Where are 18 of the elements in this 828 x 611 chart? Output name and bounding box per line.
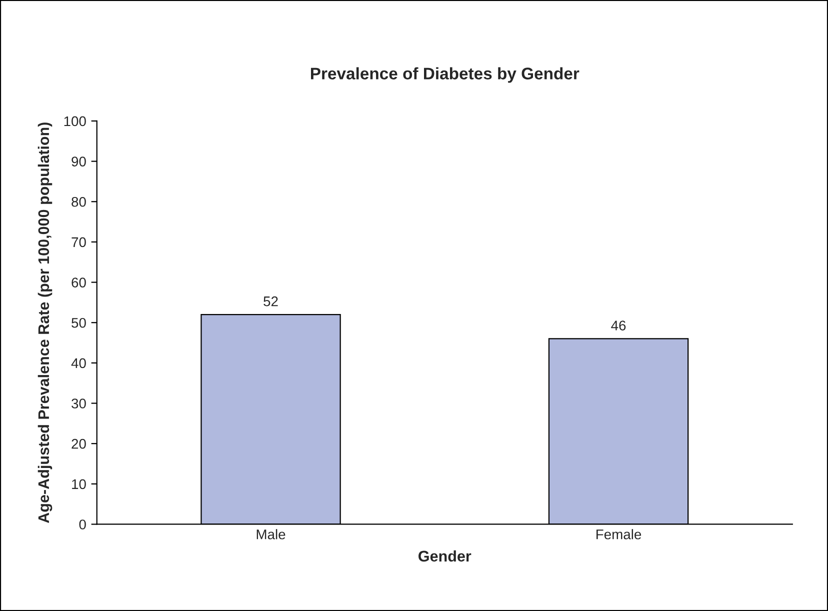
data-label: 52 bbox=[264, 296, 278, 306]
y-tick-label: 50 bbox=[72, 318, 86, 328]
y-tick-label: 30 bbox=[72, 398, 86, 408]
y-tick-label: 70 bbox=[72, 237, 86, 248]
y-tick-label: 100 bbox=[64, 116, 86, 126]
y-tick-label: 10 bbox=[72, 479, 86, 490]
x-tick-label: Male bbox=[256, 529, 286, 540]
y-tick-label: 0 bbox=[79, 520, 86, 530]
y-axis-title: Age-Adjusted Prevalence Rate (per 100,000 population) bbox=[38, 122, 52, 523]
chart-title: Prevalence of Diabetes by Gender bbox=[310, 67, 580, 83]
y-tick-label: 20 bbox=[72, 438, 86, 449]
data-label: 46 bbox=[611, 320, 626, 330]
y-tick-label: 60 bbox=[72, 278, 86, 288]
y-tick-label: 40 bbox=[71, 358, 86, 368]
y-tick-label: 80 bbox=[72, 196, 86, 207]
y-tick-label: 90 bbox=[72, 156, 86, 166]
x-axis-title: Gender bbox=[418, 550, 472, 562]
x-tick-label: Female bbox=[596, 529, 642, 540]
